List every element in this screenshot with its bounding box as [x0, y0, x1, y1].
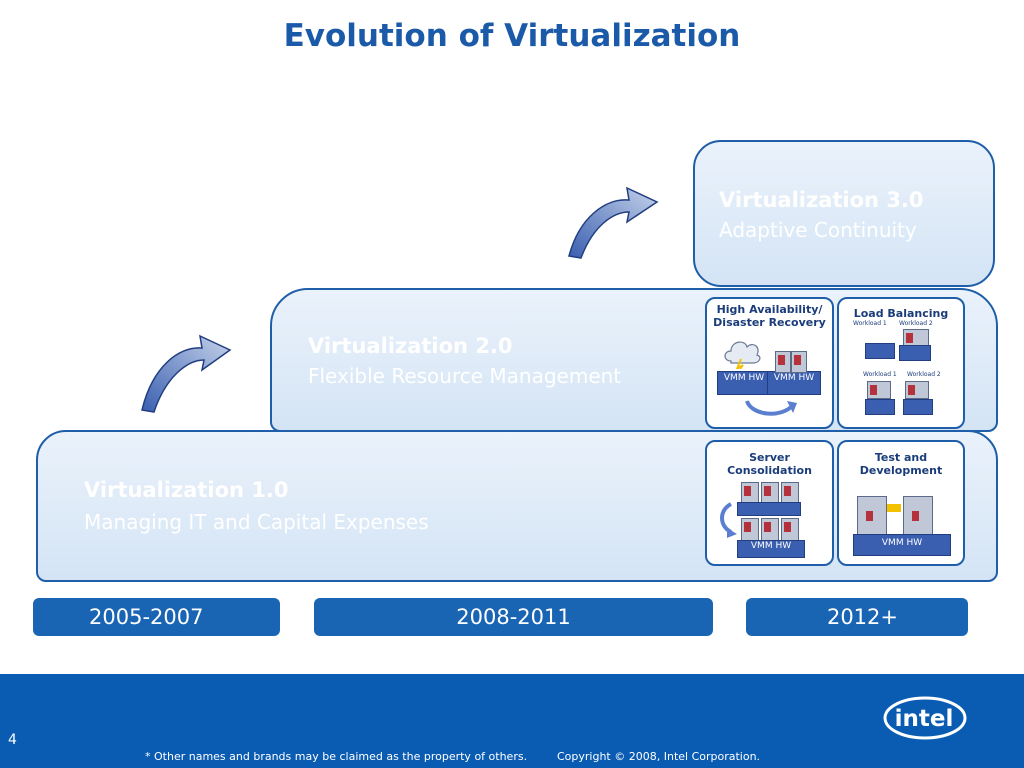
footnote: * Other names and brands may be claimed … [145, 750, 528, 763]
vm-block [781, 518, 799, 542]
stage3-subtitle: Adaptive Continuity [719, 218, 917, 242]
workload-label: Workload 2 [899, 320, 933, 327]
vm-block [741, 518, 759, 542]
cycle-arrows-icon [745, 400, 797, 416]
stage-virtualization-3: Virtualization 3.0 Adaptive Continuity [693, 140, 995, 287]
workload-label: Workload 1 [853, 320, 887, 327]
timeline-period: 2008-2011 [314, 598, 713, 636]
svg-text:intel: intel [895, 706, 954, 732]
vm-block [781, 482, 799, 504]
scenario-test-development: Test and Development VMM HW [837, 440, 965, 566]
progress-arrow-icon [568, 186, 659, 259]
stage1-title: Virtualization 1.0 [84, 478, 289, 502]
timeline-period: 2005-2007 [33, 598, 280, 636]
scenario-server-consolidation: Server Consolidation VMM HW [705, 440, 834, 566]
vm-block [903, 496, 933, 536]
footer-bar [0, 674, 1024, 768]
scenario-load-balancing: Load Balancing Workload 1 Workload 2 Wor… [837, 297, 965, 429]
consolidation-arrow-icon [720, 502, 737, 538]
page-number: 4 [8, 732, 17, 748]
hw-label: VMM HW [723, 373, 765, 383]
scenario-high-availability: High Availability/ Disaster Recovery VMM… [705, 297, 834, 429]
platform [903, 399, 933, 415]
workload-label: Workload 2 [907, 371, 941, 378]
vm-block [867, 381, 891, 399]
platform [865, 399, 895, 415]
slide-title: Evolution of Virtualization [283, 18, 741, 54]
vm-block [775, 351, 791, 373]
platform: VMM HW [853, 534, 951, 556]
platform [737, 502, 801, 516]
vm-block [857, 496, 887, 536]
vm-block [905, 381, 929, 399]
vm-block [741, 482, 759, 504]
connector [887, 504, 901, 512]
vm-block [761, 518, 779, 542]
scenario-title: Load Balancing [853, 307, 949, 320]
vm-block [791, 351, 807, 373]
workload-label: Workload 1 [863, 371, 897, 378]
platform: VMM HW [767, 371, 821, 395]
hw-label: VMM HW [750, 541, 792, 551]
stage3-title: Virtualization 3.0 [719, 188, 924, 212]
stage2-title: Virtualization 2.0 [308, 334, 513, 358]
copyright: Copyright © 2008, Intel Corporation. [557, 750, 761, 763]
platform: VMM HW [717, 371, 771, 395]
timeline-period: 2012+ [746, 598, 968, 636]
scenario-title: Server Consolidation [727, 451, 812, 477]
platform: VMM HW [737, 540, 805, 558]
progress-arrow-icon [141, 334, 232, 413]
scenario-title: Test and Development [859, 451, 943, 477]
scenario-title: High Availability/ Disaster Recovery [713, 303, 826, 329]
platform [865, 343, 895, 359]
stage2-subtitle: Flexible Resource Management [308, 364, 622, 388]
hw-label: VMM HW [773, 373, 815, 383]
intel-logo: intel [883, 696, 967, 740]
stage1-subtitle: Managing IT and Capital Expenses [84, 510, 429, 534]
vm-block [761, 482, 779, 504]
cloud-icon [724, 341, 761, 369]
platform [899, 345, 931, 361]
hw-label: VMM HW [881, 538, 923, 548]
